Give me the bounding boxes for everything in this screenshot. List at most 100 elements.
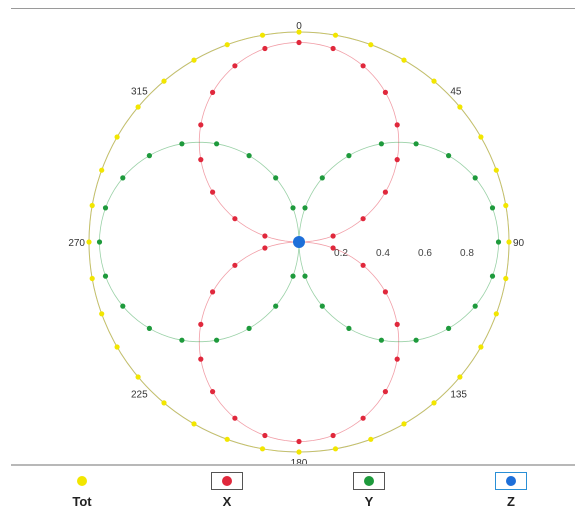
series-x-point [198,157,204,163]
angle-label-90: 90 [513,238,525,249]
series-tot-point [224,42,230,48]
series-y-point [146,153,152,159]
series-y-point [214,337,220,343]
series-x-point [360,63,366,69]
series-y-point [413,337,419,343]
series-y-point [96,239,103,245]
legend-dot-x [222,476,232,486]
series-y-point [472,175,478,181]
series-x-point [360,216,366,222]
legend-item-x[interactable]: X [197,472,257,516]
series-tot-point [296,29,302,35]
radial-tick-label: 0.6 [418,248,432,259]
bottom-rule [11,464,575,466]
series-y-point [489,205,496,211]
series-tot-point [401,421,407,427]
series-tot-point [478,134,484,140]
series-tot-point [259,32,266,38]
series-tot-point [114,344,120,350]
series-x-point [198,321,204,327]
legend-dot-y [364,476,374,486]
series-tot-point [89,202,95,209]
legend-dot-tot [77,476,87,486]
series-x-point [394,122,400,128]
series-tot-point [224,436,230,442]
legend-label-z: Z [507,494,515,509]
series-tot-point [99,311,105,317]
series-x-point [360,262,366,268]
legend-item-tot[interactable]: Tot [52,472,112,516]
series-tot-point [161,400,167,406]
series-x-point [330,45,336,52]
polar-plot-panel: 0 45 90 135 180 225 270 315 0.2 0.4 0.6 0.8 [11,8,575,466]
series-y-point [102,273,109,279]
series-x-point [330,245,336,251]
legend-item-z[interactable]: Z [481,472,541,516]
series-y-point [378,141,384,147]
series-tot-point [431,78,437,84]
series-tot-point [503,202,509,209]
legend-label-tot: Tot [72,494,92,509]
angle-label-315: 315 [131,87,148,98]
series-tot-point [135,374,141,380]
series-y-point [273,303,279,309]
series-y-point [446,153,452,159]
legend-label-x: X [222,494,232,509]
series-x-point [296,438,302,445]
series-y-point [378,337,384,343]
series-y-point [246,325,252,331]
legend-swatch-tot [66,472,98,490]
series-tot-point [191,57,197,63]
series-y-point [273,175,279,181]
series-y-point [290,273,296,279]
series-y-point [179,141,185,147]
series-y-point [302,205,308,211]
series-y-point [413,141,419,147]
series-x-point [210,389,216,395]
series-y-point [302,273,308,279]
series-y-point [446,325,452,331]
series-y-point [120,175,126,181]
angle-label-225: 225 [131,389,148,400]
series-x-point [210,89,216,95]
legend-swatch-z [495,472,527,490]
series-y-point [319,175,325,181]
angle-label-0: 0 [296,21,302,32]
series-tot-point [86,239,92,245]
series-x-point [382,289,388,295]
series-y-point [102,205,109,211]
angle-label-135: 135 [450,389,467,400]
angle-label-180: 180 [291,458,308,466]
legend-swatch-y [353,472,385,490]
series-y-point [489,273,496,279]
series-z-point [293,236,305,248]
series-tot-point [503,275,509,282]
series-x-point [330,233,336,239]
legend-item-y[interactable]: Y [339,472,399,516]
series-x-point [394,356,400,362]
series-tot-point [457,374,463,380]
series-x-point [262,245,268,251]
series-tot-point [332,446,339,452]
radial-tick-label: 0.2 [334,248,348,259]
series-x-point [360,415,366,421]
series-x-point [382,89,388,95]
series-x-point [262,432,268,439]
series-x-point [330,432,336,439]
series-y-point [179,337,185,343]
series-x-point [210,289,216,295]
series-tot-point [368,436,374,442]
top-rule [11,8,575,9]
legend-label-y: Y [364,494,374,509]
series-tot-point [493,167,499,173]
series-x-point [232,262,238,268]
angle-label-270: 270 [68,238,85,249]
series-y-point [146,325,152,331]
series-tot-point [135,104,141,110]
series-tot-point [99,167,105,173]
series-x-point [296,39,302,46]
series-x-point [394,157,400,163]
series-x-point [232,216,238,222]
series-x-point [210,189,216,195]
polar-chart: 0 45 90 135 180 225 270 315 0.2 0.4 0.6 0.8 [68,21,525,466]
